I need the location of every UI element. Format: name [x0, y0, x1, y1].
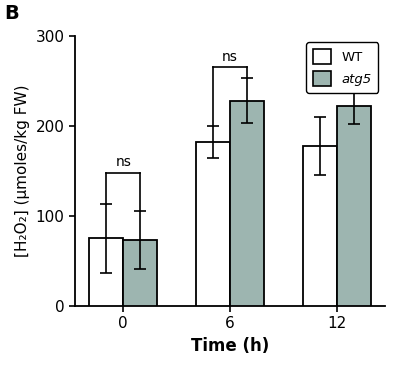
- Text: ns: ns: [222, 50, 238, 64]
- Bar: [230, 101, 264, 306]
- Bar: [337, 106, 371, 306]
- Text: B: B: [4, 4, 19, 23]
- X-axis label: Time (h): Time (h): [191, 337, 269, 355]
- Bar: [196, 142, 230, 306]
- Legend: WT, atg5: WT, atg5: [306, 43, 378, 92]
- Bar: [123, 240, 157, 306]
- Text: ns: ns: [115, 155, 131, 169]
- Y-axis label: [H₂O₂] (μmoles/kg FW): [H₂O₂] (μmoles/kg FW): [15, 85, 30, 257]
- Bar: [89, 239, 123, 306]
- Bar: [302, 146, 337, 306]
